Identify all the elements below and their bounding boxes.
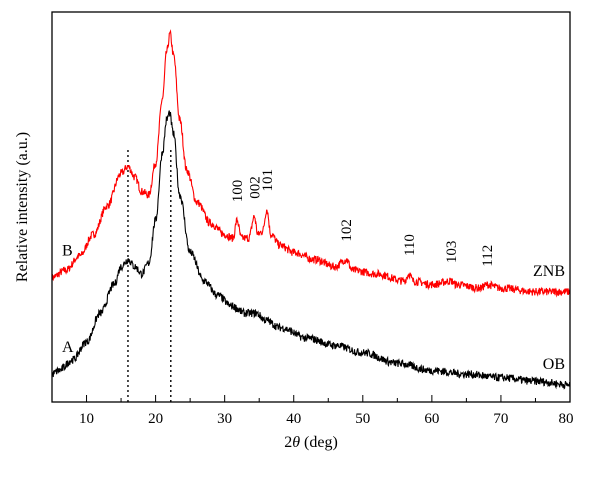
x-tick-label: 20 [148, 411, 163, 427]
x-axis-label: 2θ (deg) [284, 434, 338, 451]
peak-label: 110 [402, 234, 418, 256]
peak-label: 101 [260, 169, 276, 192]
x-tick-label: 60 [424, 411, 439, 427]
x-tick-label: 80 [559, 411, 574, 427]
x-tick-label: 70 [493, 411, 508, 427]
curve-label-b: B [62, 242, 73, 259]
x-axis-label-suffix: (deg) [300, 434, 338, 451]
x-tick-label: 10 [79, 411, 94, 427]
peak-label: 100 [230, 180, 246, 203]
curve-label-a: A [62, 339, 74, 356]
series-line-ob [51, 110, 571, 390]
peak-label: 112 [480, 245, 496, 267]
peak-label: 103 [444, 241, 460, 264]
y-axis-label: Relative intensity (a.u.) [14, 132, 31, 282]
x-tick-label: 30 [217, 411, 232, 427]
x-tick-label: 40 [286, 411, 301, 427]
x-axis-label-prefix: 2 [284, 434, 292, 451]
peak-label: 002 [247, 176, 263, 199]
x-tick-label: 50 [355, 411, 370, 427]
series-name-ob: OB [543, 356, 565, 373]
x-axis-label-theta: θ [292, 434, 300, 451]
peak-label: 102 [339, 219, 355, 242]
series-name-znb: ZNB [533, 263, 565, 280]
plot-frame [51, 11, 571, 403]
series-line-znb [51, 29, 571, 298]
